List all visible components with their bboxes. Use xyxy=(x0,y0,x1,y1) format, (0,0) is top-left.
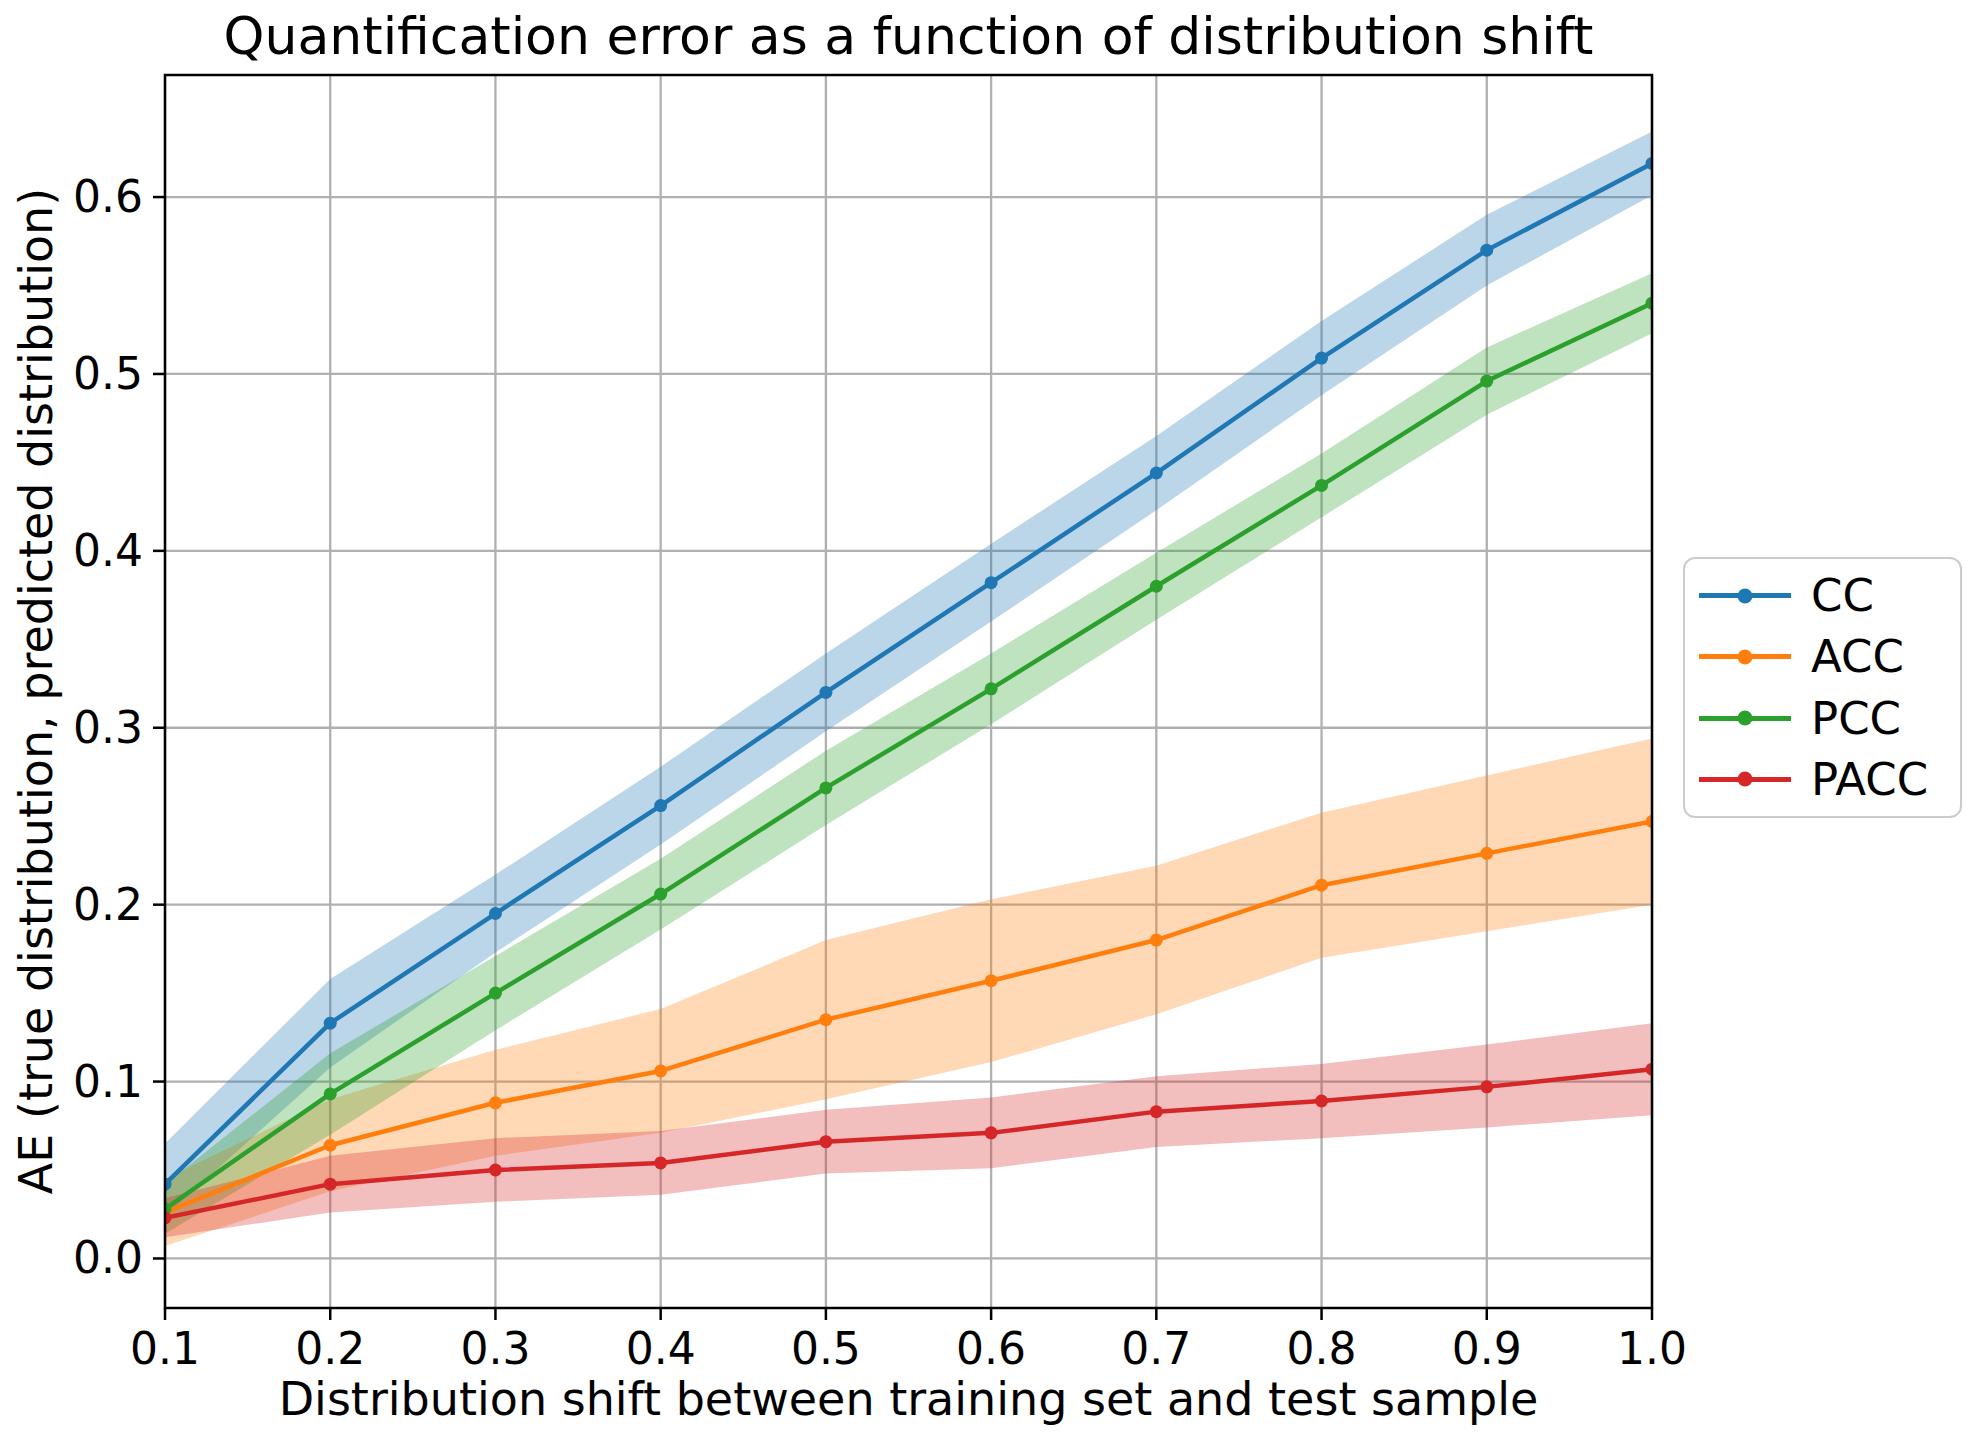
series-marker-PACC xyxy=(654,1156,667,1169)
y-tick-label: 0.5 xyxy=(73,348,143,399)
legend-line-sample xyxy=(1699,593,1791,598)
series-marker-CC xyxy=(985,576,998,589)
series-marker-CC xyxy=(324,1017,337,1030)
plot-area: 0.1 0.2 0.3 0.4 0.5 0.6 0.7 0.8 0.9 1.0 0.0 0.1 0.2 0… xyxy=(0,0,1969,1446)
x-tick-label: 0.1 xyxy=(130,1323,200,1374)
x-tick-label: 0.6 xyxy=(956,1323,1026,1374)
series-marker-PACC xyxy=(1315,1095,1328,1108)
series-marker-PACC xyxy=(1480,1080,1493,1093)
series-marker-ACC xyxy=(1480,847,1493,860)
legend-label: ACC xyxy=(1811,634,1904,679)
y-tick-label: 0.3 xyxy=(73,702,143,753)
y-tick-label: 0.0 xyxy=(73,1232,143,1283)
legend-line-sample xyxy=(1699,777,1791,782)
x-tick-label: 1.0 xyxy=(1617,1323,1687,1374)
x-tick-label: 0.7 xyxy=(1121,1323,1191,1374)
legend-line-sample xyxy=(1699,716,1791,721)
series-marker-CC xyxy=(654,799,667,812)
series-marker-PCC xyxy=(819,781,832,794)
series-marker-ACC xyxy=(654,1064,667,1077)
legend-label: PCC xyxy=(1811,696,1901,741)
series-marker-ACC xyxy=(1150,934,1163,947)
legend-marker-dot xyxy=(1738,711,1753,726)
x-tick-label: 0.8 xyxy=(1287,1323,1357,1374)
x-tick-label: 0.2 xyxy=(295,1323,365,1374)
x-tick-label: 0.4 xyxy=(626,1323,696,1374)
series-marker-PCC xyxy=(1315,479,1328,492)
series-marker-PACC xyxy=(1150,1105,1163,1118)
series-marker-PACC xyxy=(489,1164,502,1177)
series-marker-PCC xyxy=(1480,375,1493,388)
legend-marker-dot xyxy=(1738,649,1753,664)
series-marker-ACC xyxy=(1315,879,1328,892)
y-tick-label: 0.6 xyxy=(73,171,143,222)
x-tick-label: 0.3 xyxy=(460,1323,530,1374)
legend-marker-dot xyxy=(1738,588,1753,603)
series-marker-CC xyxy=(1150,467,1163,480)
legend-item-PCC: PCC xyxy=(1699,696,1950,741)
series-marker-PCC xyxy=(985,682,998,695)
y-tick-label: 0.4 xyxy=(73,525,143,576)
series-marker-CC xyxy=(819,686,832,699)
quantification-error-figure: Quantification error as a function of di… xyxy=(0,0,1969,1446)
series-marker-ACC xyxy=(489,1096,502,1109)
series-marker-PCC xyxy=(1150,580,1163,593)
y-tick-label: 0.2 xyxy=(73,879,143,930)
series-marker-PACC xyxy=(819,1135,832,1148)
series-marker-CC xyxy=(1480,244,1493,257)
legend-item-PACC: PACC xyxy=(1699,757,1950,802)
series-marker-PCC xyxy=(324,1087,337,1100)
series-marker-PCC xyxy=(489,987,502,1000)
series-marker-PACC xyxy=(985,1126,998,1139)
legend-item-ACC: ACC xyxy=(1699,634,1950,679)
legend-label: CC xyxy=(1811,573,1874,618)
series-marker-PACC xyxy=(324,1178,337,1191)
series-marker-ACC xyxy=(985,974,998,987)
legend: CC ACC PCC PACC xyxy=(1683,557,1962,818)
series-marker-ACC xyxy=(324,1139,337,1152)
series-marker-ACC xyxy=(819,1013,832,1026)
y-tick-label: 0.1 xyxy=(73,1056,143,1107)
legend-label: PACC xyxy=(1811,757,1928,802)
legend-item-CC: CC xyxy=(1699,573,1950,618)
legend-line-sample xyxy=(1699,654,1791,659)
x-tick-label: 0.5 xyxy=(791,1323,861,1374)
legend-marker-dot xyxy=(1738,772,1753,787)
series-marker-CC xyxy=(1315,352,1328,365)
series-marker-PCC xyxy=(654,888,667,901)
x-tick-label: 0.9 xyxy=(1452,1323,1522,1374)
series-marker-CC xyxy=(489,907,502,920)
